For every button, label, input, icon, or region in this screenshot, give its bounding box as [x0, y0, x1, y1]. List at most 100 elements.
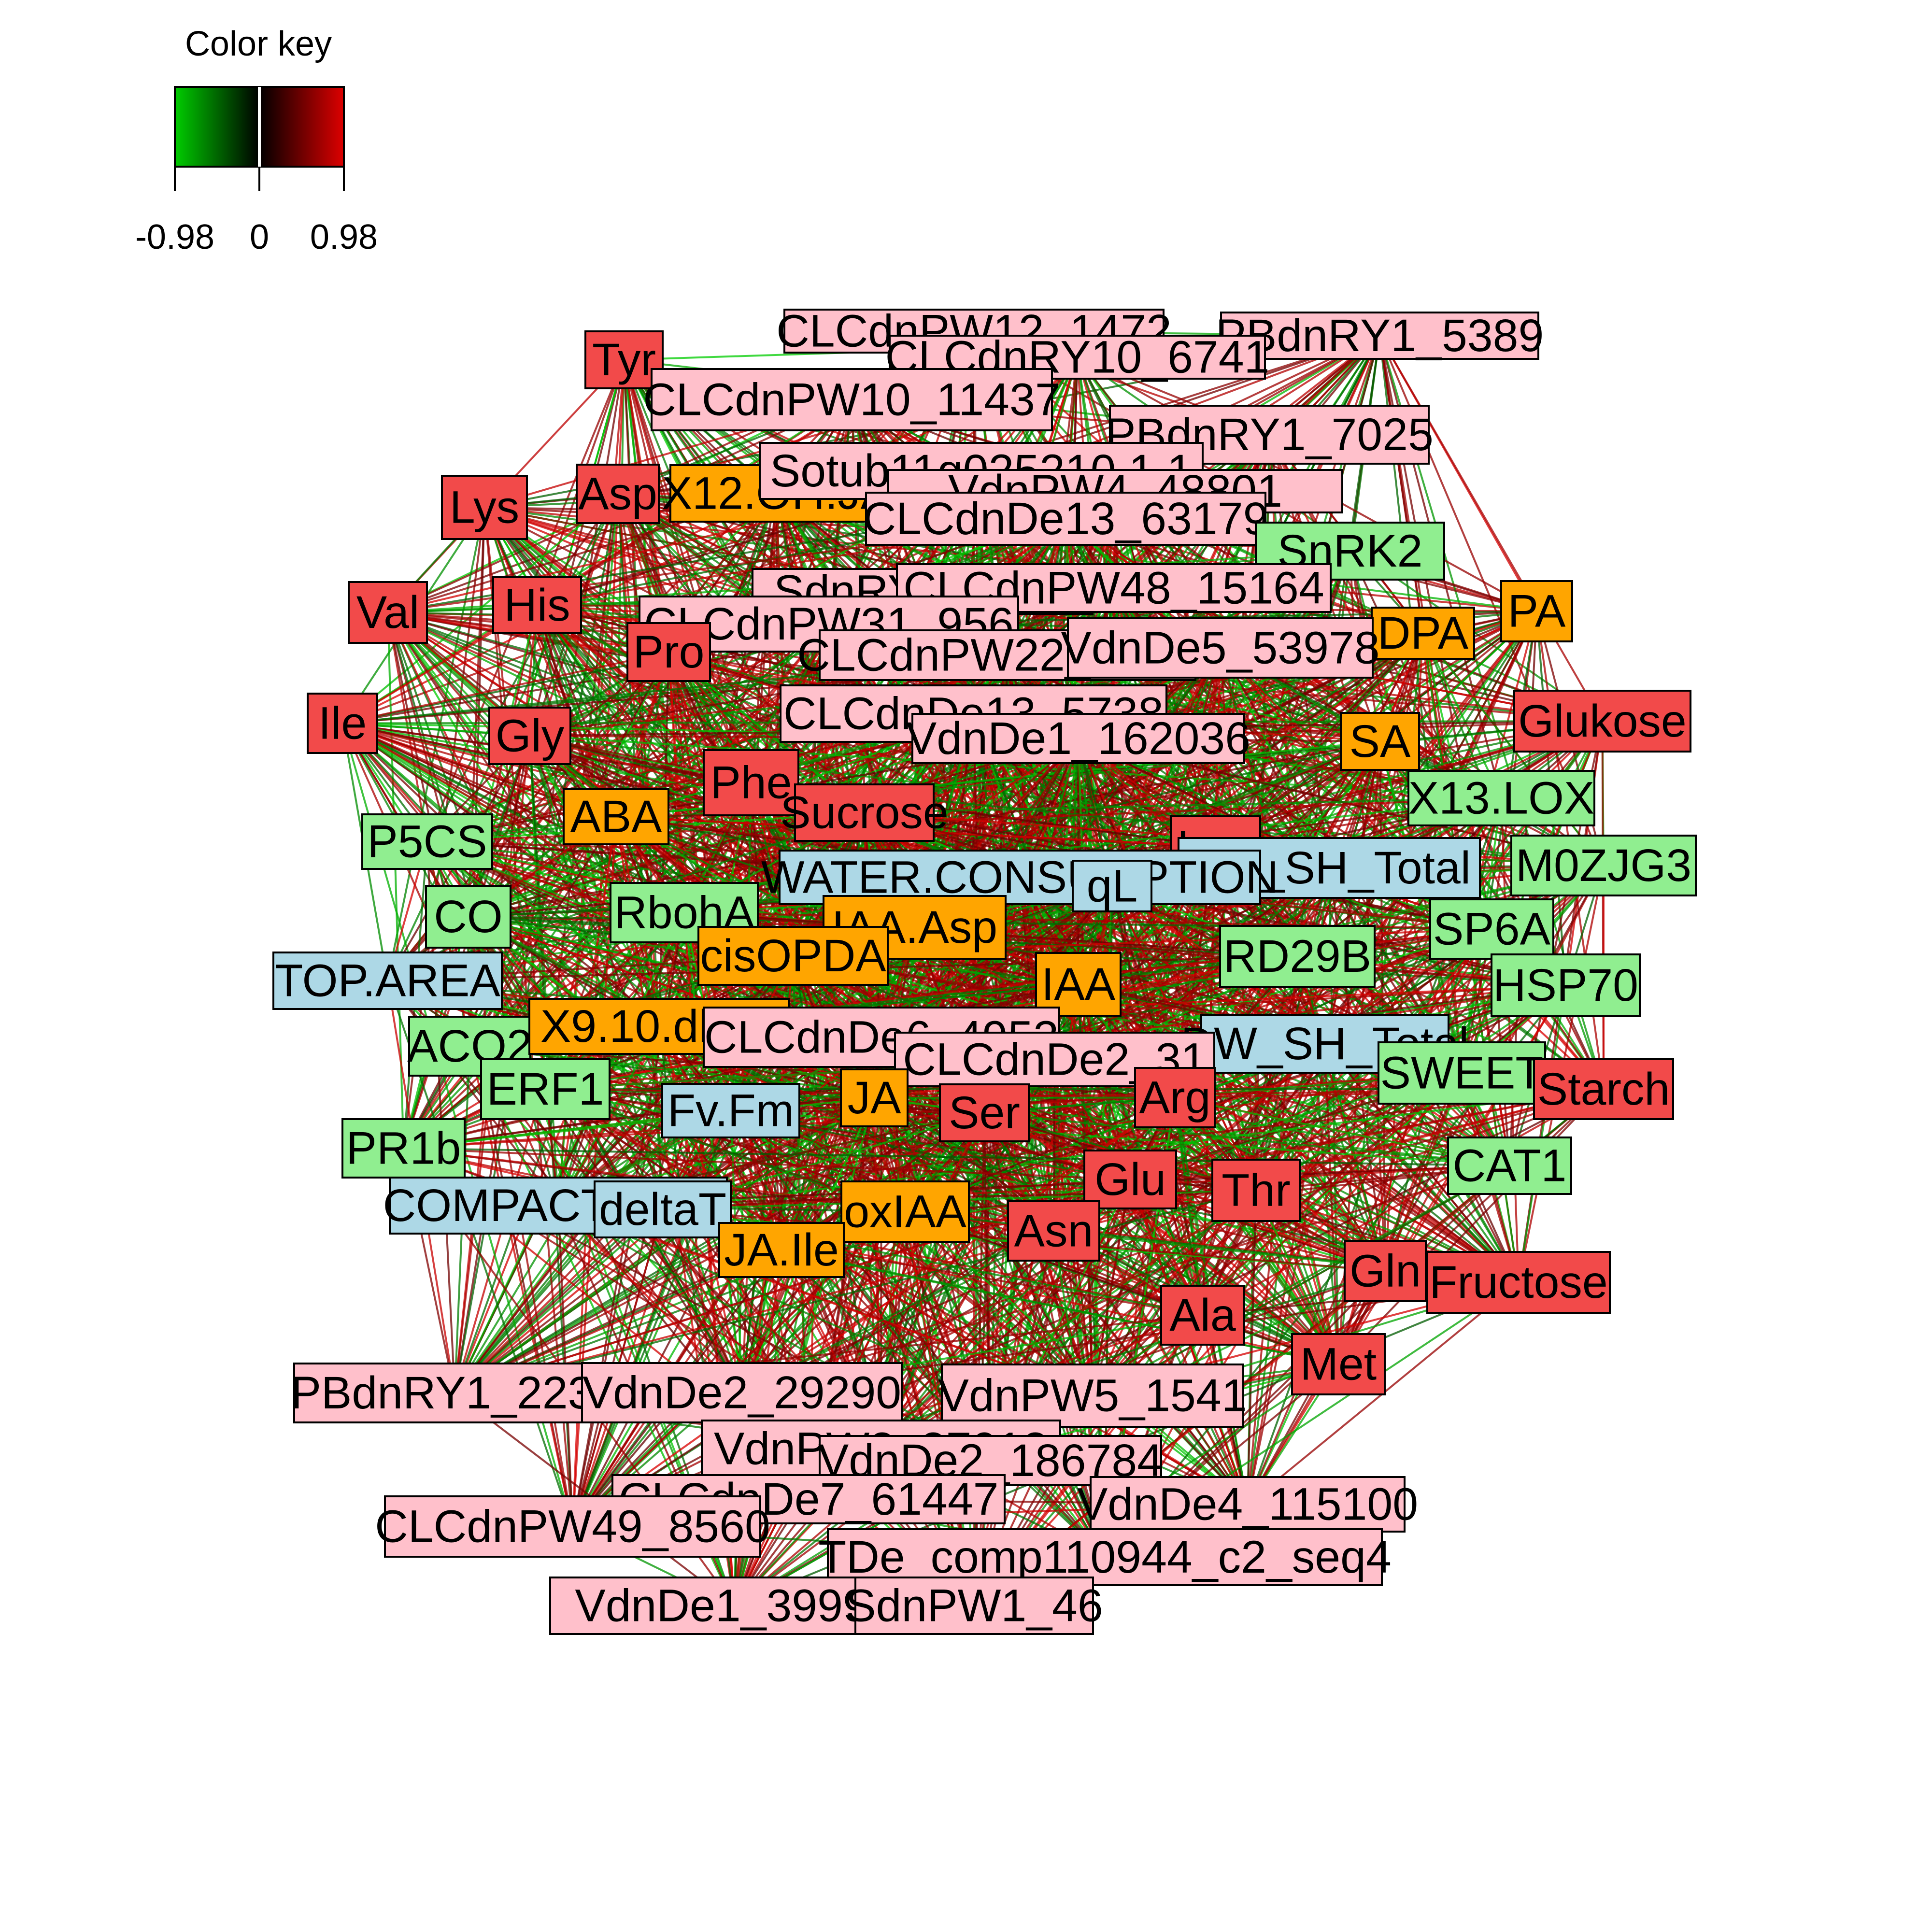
node-box: [563, 788, 669, 845]
correlation-edge: [455, 1189, 1256, 1394]
network-node[interactable]: VdnDe4_115100: [1077, 1476, 1418, 1533]
node-box: [1491, 953, 1641, 1017]
network-node[interactable]: X13.LOX: [1407, 770, 1595, 826]
network-node[interactable]: Val: [348, 581, 428, 644]
network-node[interactable]: VdnDe1_162036: [906, 713, 1250, 764]
network-node[interactable]: M0ZJG3: [1510, 835, 1697, 896]
network-node[interactable]: CLCdnDe13_63179: [863, 492, 1269, 546]
node-label: SA: [1350, 716, 1411, 767]
network-node[interactable]: Gln: [1344, 1240, 1427, 1302]
node-box: [1090, 1476, 1406, 1533]
node-box: [1067, 617, 1374, 679]
network-node[interactable]: RbohA: [610, 882, 759, 943]
node-label: Arg: [1139, 1072, 1211, 1123]
node-box: [348, 581, 428, 644]
network-node[interactable]: CAT1: [1447, 1136, 1572, 1195]
network-node[interactable]: CLCdnPW49_8560: [375, 1495, 770, 1558]
node-label: Fructose: [1429, 1257, 1608, 1308]
network-node[interactable]: Gly: [488, 707, 571, 765]
node-label: WATER.CONSUMPTION: [761, 852, 1279, 903]
network-node[interactable]: TOP.AREA: [272, 952, 503, 1010]
network-node[interactable]: PR1b: [341, 1118, 466, 1179]
network-node[interactable]: Fructose: [1426, 1251, 1611, 1314]
node-label: ERF1: [487, 1064, 604, 1115]
network-node[interactable]: ABA: [563, 788, 669, 845]
network-node[interactable]: Ala: [1160, 1285, 1245, 1346]
node-label: P5CS: [367, 816, 487, 867]
node-label: qL: [1087, 861, 1138, 912]
network-node[interactable]: VdnDe2_29290: [581, 1362, 903, 1423]
node-label: IAA: [1041, 959, 1116, 1010]
correlation-edge: [615, 623, 830, 818]
correlation-edge: [572, 1096, 1176, 1528]
correlation-edge: [544, 1088, 743, 1393]
network-node[interactable]: Starch: [1533, 1058, 1674, 1120]
node-label: Thr: [1222, 1165, 1291, 1216]
network-node[interactable]: Arg: [1134, 1067, 1216, 1128]
node-label: Ala: [1169, 1290, 1236, 1341]
network-node[interactable]: Asn: [1007, 1200, 1100, 1262]
network-node[interactable]: Fv.Fm: [661, 1083, 800, 1138]
network-node[interactable]: IAA: [1035, 952, 1122, 1017]
network-node[interactable]: Thr: [1211, 1159, 1301, 1222]
network-node[interactable]: His: [492, 576, 582, 634]
node-label: M0ZJG3: [1516, 840, 1691, 891]
network-node[interactable]: deltaT: [594, 1180, 732, 1238]
correlation-edge: [1518, 985, 1567, 1283]
network-node[interactable]: JA: [840, 1068, 909, 1127]
node-label: Val: [356, 587, 419, 638]
node-label: JA: [848, 1072, 902, 1123]
network-node[interactable]: HSP70: [1491, 953, 1641, 1017]
network-node[interactable]: Ser: [939, 1083, 1030, 1142]
color-key-title: Color key: [185, 25, 332, 63]
network-node[interactable]: VdnPW5_1541: [938, 1364, 1247, 1428]
network-node[interactable]: PBdnRY1_2239: [291, 1363, 619, 1423]
network-node[interactable]: Glu: [1083, 1150, 1177, 1209]
node-box: [1083, 1150, 1177, 1209]
network-node[interactable]: Glukose: [1513, 690, 1691, 753]
color-key: Color key -0.98 0 0.98: [135, 25, 378, 256]
network-node[interactable]: CO: [425, 885, 511, 949]
network-node[interactable]: cisOPDA: [697, 926, 889, 986]
network-node[interactable]: VdnDe5_53978: [1061, 617, 1380, 679]
node-box: [840, 1180, 970, 1243]
node-label: VdnDe1_162036: [906, 713, 1250, 764]
node-box: [1340, 712, 1420, 771]
network-node[interactable]: Asp: [576, 464, 660, 524]
network-node[interactable]: Phe: [703, 749, 799, 816]
network-node[interactable]: DPA: [1371, 607, 1475, 660]
network-node[interactable]: RD29B: [1219, 925, 1376, 988]
node-label: DPA: [1378, 608, 1469, 659]
network-node[interactable]: SdnPW1_46: [845, 1577, 1103, 1635]
network-node[interactable]: SA: [1340, 712, 1420, 771]
network-node[interactable]: SP6A: [1429, 898, 1554, 960]
network-node[interactable]: Met: [1291, 1333, 1386, 1395]
color-key-max-label: 0.98: [310, 218, 378, 256]
node-box: [492, 576, 582, 634]
network-node[interactable]: ERF1: [480, 1058, 611, 1120]
network-node[interactable]: SWEET: [1378, 1041, 1546, 1105]
correlation-edge: [984, 1112, 1510, 1167]
network-node[interactable]: oxIAA: [840, 1180, 970, 1243]
network-node[interactable]: PA: [1500, 580, 1573, 642]
network-node[interactable]: Pro: [626, 622, 711, 682]
network-node[interactable]: P5CS: [361, 813, 493, 870]
correlation-edge: [529, 359, 625, 736]
network-node[interactable]: Tyr: [584, 330, 664, 389]
node-box: [840, 1068, 909, 1127]
network-node[interactable]: Ile: [307, 693, 378, 754]
node-box: [441, 475, 528, 540]
network-node[interactable]: CLCdnPW10_11437: [643, 368, 1061, 431]
node-label: Fv.Fm: [668, 1085, 794, 1136]
node-label: Met: [1300, 1339, 1377, 1390]
node-label: Gln: [1350, 1246, 1421, 1297]
correlation-edge: [1378, 335, 1604, 722]
network-node[interactable]: JA.Ile: [718, 1222, 845, 1278]
node-box: [1007, 1200, 1100, 1262]
network-node[interactable]: TDe_comp110944_c2_seq4: [818, 1528, 1392, 1586]
node-box: [1407, 770, 1595, 826]
network-node[interactable]: Sucrose: [780, 783, 949, 842]
network-node[interactable]: Lys: [441, 475, 528, 540]
network-node[interactable]: qL: [1072, 860, 1152, 912]
